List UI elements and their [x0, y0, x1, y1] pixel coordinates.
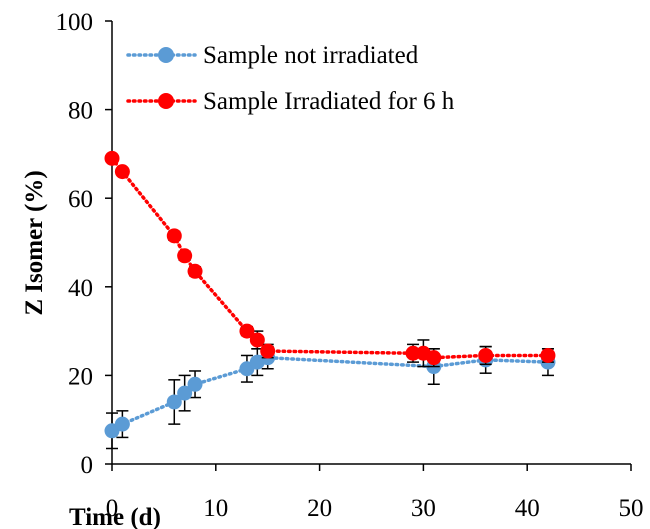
x-tick-label: 40 [515, 495, 540, 522]
legend-marker [158, 47, 174, 63]
data-point [104, 150, 120, 166]
data-point [187, 376, 203, 392]
data-point [405, 345, 421, 361]
data-point [260, 343, 276, 359]
x-tick-label: 0 [106, 495, 119, 522]
y-axis-title: Z Isomer (%) [21, 170, 48, 315]
data-point [478, 347, 494, 363]
x-axis-title: Time (d) [69, 504, 161, 529]
data-point [177, 248, 193, 264]
legend-label: Sample not irradiated [203, 42, 419, 69]
legend-label: Sample Irradiated for 6 h [203, 88, 455, 115]
data-point [540, 347, 556, 363]
x-tick-label: 50 [619, 495, 644, 522]
data-point [114, 164, 130, 180]
data-point [187, 263, 203, 279]
y-tick-label: 40 [68, 275, 93, 302]
data-point [177, 385, 193, 401]
data-point [166, 394, 182, 410]
series-1 [104, 150, 556, 368]
data-point [114, 416, 130, 432]
data-point [166, 228, 182, 244]
data-point [426, 350, 442, 366]
y-tick-label: 100 [56, 9, 94, 36]
data-point [249, 332, 265, 348]
x-tick-label: 10 [203, 495, 228, 522]
series-line [110, 156, 550, 360]
y-tick-label: 60 [68, 186, 93, 213]
data-point [239, 323, 255, 339]
x-tick-label: 20 [307, 495, 332, 522]
legend-marker [158, 93, 174, 109]
x-tick-label: 30 [411, 495, 436, 522]
legend: Sample not irradiated Sample Irradiated f… [126, 42, 455, 115]
y-tick-label: 20 [68, 363, 93, 390]
y-tick-label: 0 [81, 452, 94, 479]
y-tick-label: 80 [68, 98, 93, 125]
plot-area [111, 21, 631, 465]
